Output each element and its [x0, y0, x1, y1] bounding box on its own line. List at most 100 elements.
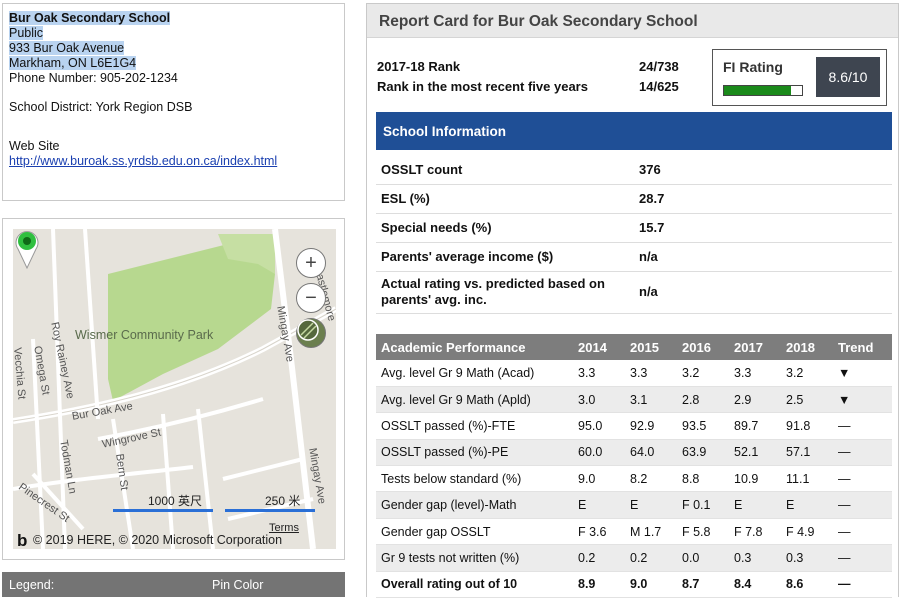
academic-header-year: 2017	[729, 334, 781, 360]
academic-value: E	[729, 491, 781, 519]
academic-value: E	[781, 491, 833, 519]
school-name: Bur Oak Secondary School	[9, 11, 171, 25]
academic-row: Tests below standard (%) 9.0 8.2 8.8 10.9 11.…	[376, 465, 892, 493]
academic-value: 3.2	[677, 360, 729, 387]
trend-indicator: —	[833, 465, 892, 493]
zoom-in-button[interactable]: +	[296, 248, 326, 278]
academic-value: 0.3	[729, 544, 781, 572]
academic-value: 3.1	[625, 386, 677, 414]
academic-header-year: 2014	[573, 334, 625, 360]
academic-value: 0.0	[677, 544, 729, 572]
academic-value: F 5.8	[677, 518, 729, 546]
legend-label: Legend:	[9, 578, 55, 592]
school-info-label: Parents' average income ($)	[381, 249, 554, 264]
academic-row: Overall rating out of 10 8.9 9.0 8.7 8.4 8.6—	[376, 571, 892, 598]
school-location-pin-icon[interactable]	[13, 229, 41, 269]
academic-value: 8.4	[729, 571, 781, 598]
trend-indicator: —	[833, 571, 892, 598]
map-panel: Wismer Community Park Bur Oak Ave Wingro…	[2, 218, 345, 560]
academic-value: 8.2	[625, 465, 677, 493]
academic-value: 8.8	[677, 465, 729, 493]
academic-value: F 4.9	[781, 518, 833, 546]
website-label: Web Site	[9, 139, 60, 153]
map-terms-link[interactable]: Terms	[269, 522, 299, 534]
academic-performance-table: Academic Performance 2014 2015 2016 2017…	[376, 334, 892, 598]
scale-meters-label: 250 米	[265, 494, 301, 508]
school-phone: Phone Number: 905-202-1234	[9, 71, 178, 85]
school-type: Public	[9, 26, 44, 40]
academic-value: 52.1	[729, 439, 781, 467]
map-canvas[interactable]: Wismer Community Park Bur Oak Ave Wingro…	[13, 229, 336, 549]
academic-value: 63.9	[677, 439, 729, 467]
academic-metric-label: Avg. level Gr 9 Math (Apld)	[376, 386, 573, 414]
academic-value: F 7.8	[729, 518, 781, 546]
academic-value: 57.1	[781, 439, 833, 467]
academic-header-title: Academic Performance	[376, 334, 573, 360]
academic-header-trend: Trend	[833, 334, 892, 360]
academic-metric-label: Gr 9 tests not written (%)	[376, 544, 573, 572]
academic-value: 3.0	[573, 386, 625, 414]
academic-value: 2.9	[729, 386, 781, 414]
academic-value: 0.2	[573, 544, 625, 572]
school-info-value: 15.7	[639, 220, 665, 235]
academic-value: F 0.1	[677, 491, 729, 519]
zoom-out-button[interactable]: −	[296, 283, 326, 313]
academic-value: 3.2	[781, 360, 833, 387]
school-address-card: Bur Oak Secondary School Public 933 Bur …	[2, 3, 345, 201]
academic-value: 2.8	[677, 386, 729, 414]
academic-value: 10.9	[729, 465, 781, 493]
academic-metric-label: Gender gap OSSLT	[376, 518, 573, 546]
report-card-title: Report Card for Bur Oak Secondary School	[367, 4, 898, 38]
school-district: School District: York Region DSB	[9, 100, 193, 114]
legend-pin-color: Pin Color	[212, 578, 264, 592]
academic-metric-label: Gender gap (level)-Math	[376, 491, 573, 519]
rank-label: 2017-18 Rank	[377, 59, 461, 74]
academic-value: 64.0	[625, 439, 677, 467]
academic-metric-label: OSSLT passed (%)-FTE	[376, 412, 573, 440]
school-street: 933 Bur Oak Avenue	[9, 41, 125, 55]
park-label: Wismer Community Park	[75, 328, 214, 342]
academic-value: 92.9	[625, 412, 677, 440]
fi-rating-bar	[723, 85, 803, 96]
school-city: Markham, ON L6E1G4	[9, 56, 137, 70]
school-info-row: ESL (%) 28.7	[376, 185, 892, 214]
academic-value: 93.5	[677, 412, 729, 440]
rank-value: 24/738	[639, 59, 679, 74]
academic-value: 8.9	[573, 571, 625, 598]
academic-metric-label: Avg. level Gr 9 Math (Acad)	[376, 360, 573, 387]
aerial-view-icon[interactable]	[296, 318, 326, 348]
school-info-header: School Information	[376, 112, 892, 150]
academic-row: Avg. level Gr 9 Math (Acad) 3.3 3.3 3.2 3.3 3…	[376, 360, 892, 387]
academic-value: F 3.6	[573, 518, 625, 546]
website-link[interactable]: http://www.buroak.ss.yrdsb.edu.on.ca/ind…	[9, 154, 278, 168]
academic-header-year: 2018	[781, 334, 833, 360]
school-info-row: Actual rating vs. predicted based on par…	[376, 272, 892, 314]
fi-rating-label: FI Rating	[723, 59, 783, 75]
map-legend: Legend: Pin Color	[2, 572, 345, 597]
fi-rating-box: FI Rating 8.6/10	[712, 49, 887, 106]
school-info-label: ESL (%)	[381, 191, 430, 206]
trend-indicator: —	[833, 491, 892, 519]
rank5-value: 14/625	[639, 79, 679, 94]
academic-value: 0.3	[781, 544, 833, 572]
academic-header-row: Academic Performance 2014 2015 2016 2017…	[376, 334, 892, 360]
trend-indicator: —	[833, 412, 892, 440]
academic-value: 11.1	[781, 465, 833, 493]
scale-feet-bar	[113, 509, 213, 512]
fi-rating-bar-fill	[724, 86, 792, 95]
academic-row: Gr 9 tests not written (%) 0.2 0.2 0.0 0.3 0.…	[376, 544, 892, 572]
school-info-row: OSSLT count 376	[376, 156, 892, 185]
academic-value: 9.0	[573, 465, 625, 493]
trend-indicator: —	[833, 518, 892, 546]
academic-value: 2.5	[781, 386, 833, 414]
academic-value: E	[573, 491, 625, 519]
academic-value: E	[625, 491, 677, 519]
academic-row: OSSLT passed (%)-FTE 95.0 92.9 93.5 89.7 91.8…	[376, 412, 892, 440]
academic-value: 60.0	[573, 439, 625, 467]
school-info-row: Parents' average income ($) n/a	[376, 243, 892, 272]
academic-value: 9.0	[625, 571, 677, 598]
trend-indicator: ▼	[833, 360, 892, 387]
school-info-value: 28.7	[639, 191, 665, 206]
academic-value: 3.3	[573, 360, 625, 387]
academic-value: 0.2	[625, 544, 677, 572]
